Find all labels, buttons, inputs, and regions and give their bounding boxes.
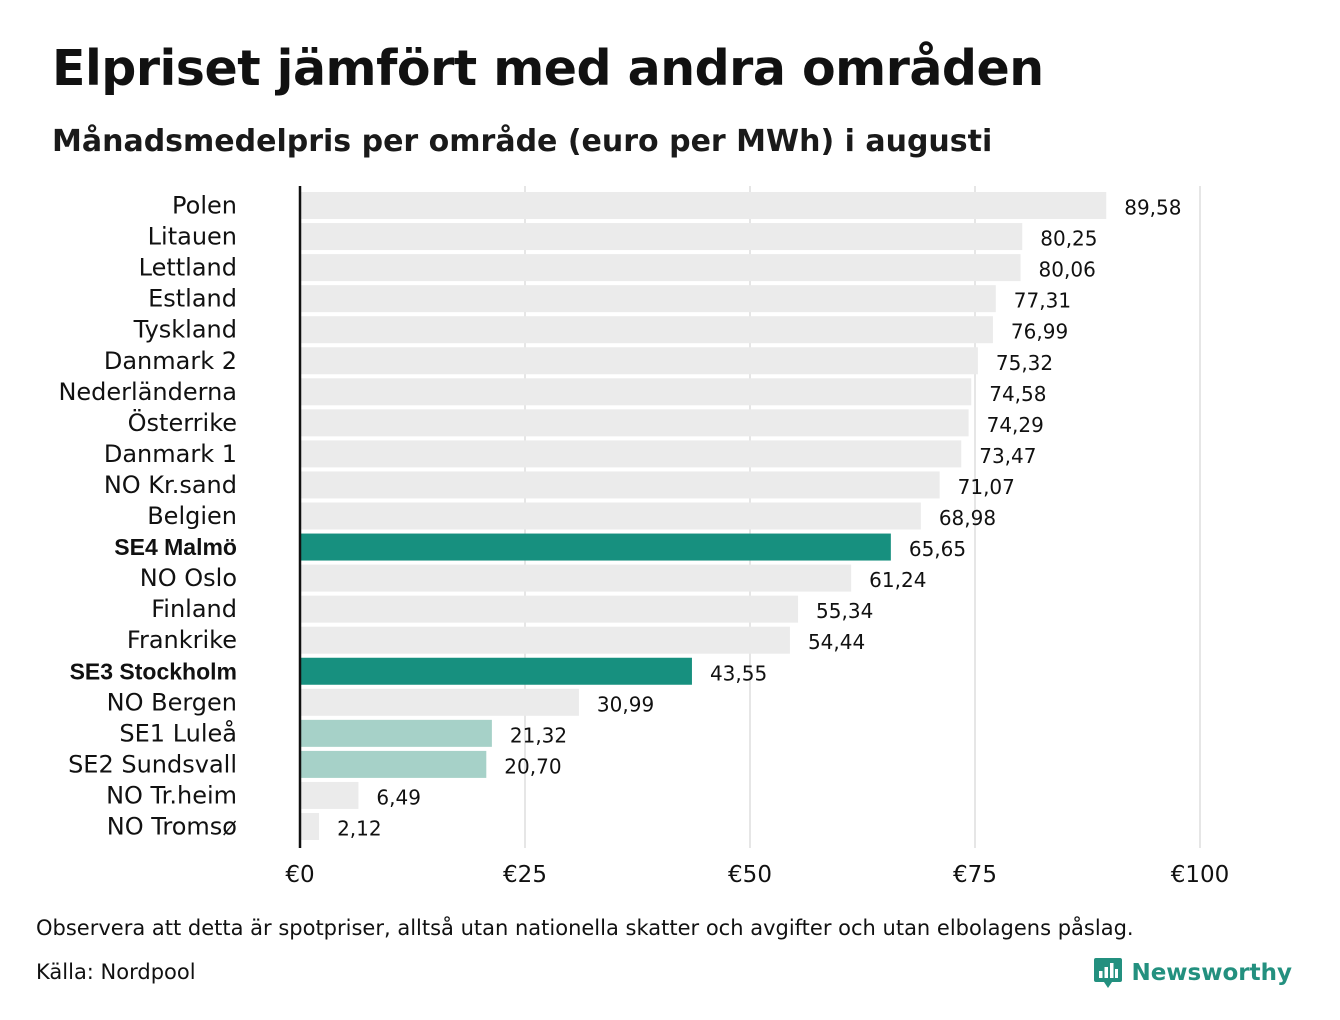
category-label: NO Tromsø <box>107 813 237 841</box>
category-label: Österrike <box>128 408 237 437</box>
category-label: Danmark 2 <box>104 347 237 375</box>
bar <box>300 223 1023 251</box>
value-label: 61,24 <box>869 568 926 592</box>
category-label: Frankrike <box>127 626 237 654</box>
source-credit: Källa: Nordpool <box>36 960 196 984</box>
category-label: SE4 Malmö <box>114 534 237 560</box>
bar <box>300 564 852 592</box>
x-tick-label: €25 <box>503 862 547 888</box>
value-label: 80,25 <box>1040 227 1097 251</box>
bar <box>300 533 891 561</box>
chart-subtitle: Månadsmedelpris per område (euro per MWh… <box>52 124 993 159</box>
bar <box>300 781 359 809</box>
category-label: Lettland <box>139 254 237 282</box>
category-label: Nederländerna <box>58 378 237 406</box>
value-label: 20,70 <box>504 754 561 778</box>
value-label: 2,12 <box>337 817 382 841</box>
bar <box>300 409 969 437</box>
bar <box>300 719 492 747</box>
bar <box>300 626 790 654</box>
x-tick-label: €0 <box>285 862 314 888</box>
bar <box>300 440 962 468</box>
value-label: 74,58 <box>989 382 1046 406</box>
category-label: Litauen <box>148 223 237 251</box>
bar <box>300 595 799 623</box>
value-label: 43,55 <box>710 661 767 685</box>
value-label: 77,31 <box>1014 289 1071 313</box>
value-label: 89,58 <box>1124 196 1181 220</box>
bar-chart: Polen 89,58 Litauen 80,25 Lettland 80,06 Estla… <box>58 186 1230 888</box>
bar <box>300 471 940 499</box>
value-label: 65,65 <box>909 537 966 561</box>
bar <box>300 347 978 375</box>
bar <box>300 657 692 685</box>
value-label: 76,99 <box>1011 320 1068 344</box>
x-tick-label: €75 <box>953 862 997 888</box>
value-label: 55,34 <box>816 599 873 623</box>
value-label: 75,32 <box>996 351 1053 375</box>
x-tick-label: €100 <box>1171 862 1230 888</box>
value-label: 30,99 <box>597 692 654 716</box>
value-label: 71,07 <box>958 475 1015 499</box>
bar <box>300 378 972 406</box>
category-label: NO Bergen <box>107 688 237 716</box>
brand-logo: Newsworthy <box>1093 956 1292 990</box>
category-label: NO Oslo <box>140 564 237 592</box>
value-label: 21,32 <box>510 723 567 747</box>
bar <box>300 502 921 530</box>
chart-title: Elpriset jämfört med andra områden <box>52 40 1044 97</box>
bar <box>300 285 996 313</box>
category-label: SE3 Stockholm <box>70 658 237 684</box>
value-label: 73,47 <box>979 444 1036 468</box>
bar <box>300 688 579 716</box>
category-label: Polen <box>172 192 237 220</box>
value-label: 6,49 <box>376 785 421 809</box>
value-label: 74,29 <box>987 413 1044 437</box>
value-label: 80,06 <box>1039 258 1096 282</box>
bar-chart-speech-bubble-icon <box>1094 958 1123 988</box>
bar <box>300 254 1021 282</box>
category-label: NO Tr.heim <box>106 781 237 809</box>
category-label: SE2 Sundsvall <box>68 750 237 778</box>
bar <box>300 750 487 778</box>
value-label: 68,98 <box>939 506 996 530</box>
category-label: Tyskland <box>133 316 237 344</box>
bar <box>300 813 320 840</box>
footnote: Observera att detta är spotpriser, allts… <box>36 916 1134 940</box>
brand-name: Newsworthy <box>1131 960 1292 986</box>
category-label: SE1 Luleå <box>119 718 237 747</box>
bar <box>300 316 993 344</box>
category-label: Danmark 1 <box>104 440 237 468</box>
value-label: 54,44 <box>808 630 865 654</box>
bar <box>300 192 1107 219</box>
category-label: Finland <box>151 595 237 623</box>
x-tick-label: €50 <box>728 862 772 888</box>
category-label: NO Kr.sand <box>104 471 237 499</box>
category-label: Estland <box>148 285 237 313</box>
category-label: Belgien <box>147 502 237 530</box>
